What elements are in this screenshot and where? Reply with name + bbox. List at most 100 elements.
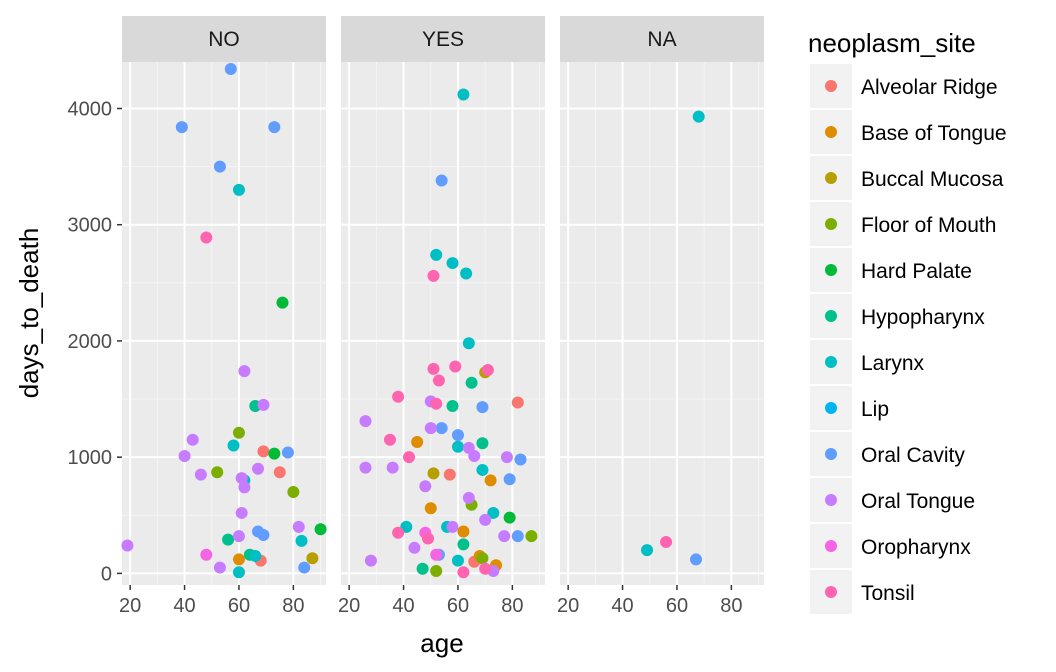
- legend-marker: [825, 126, 837, 138]
- data-point: [451, 554, 464, 567]
- data-point: [479, 513, 492, 526]
- data-point: [364, 554, 377, 567]
- x-tick-label: 20: [119, 595, 141, 617]
- data-point: [227, 439, 240, 452]
- points-layer: [121, 62, 705, 579]
- legend-marker: [825, 402, 837, 414]
- y-tick-label: 2000: [68, 331, 113, 353]
- facet-strip-label: NA: [647, 28, 676, 51]
- legend-label: Hypopharynx: [861, 306, 985, 329]
- legend-marker: [825, 586, 837, 598]
- data-point: [498, 530, 511, 543]
- legend-label: Alveolar Ridge: [861, 76, 998, 99]
- data-point: [427, 269, 440, 282]
- data-point: [121, 539, 134, 552]
- data-point: [449, 360, 462, 373]
- legend-marker: [825, 218, 837, 230]
- legend-item: Lip: [810, 386, 889, 430]
- series-tonsil: [200, 231, 673, 579]
- data-point: [295, 534, 308, 547]
- data-point: [424, 502, 437, 515]
- facet-strip-label: NO: [208, 28, 240, 51]
- legend-label: Oropharynx: [861, 536, 971, 559]
- x-tick-label: 80: [720, 595, 742, 617]
- data-point: [273, 466, 286, 479]
- legend-label: Base of Tongue: [861, 122, 1007, 145]
- x-tick-label: 60: [228, 595, 250, 617]
- data-point: [232, 530, 245, 543]
- data-point: [476, 552, 489, 565]
- data-point: [660, 535, 673, 548]
- facet-panel-na: NA 20 40 60 80: [557, 16, 764, 617]
- legend-marker: [825, 540, 837, 552]
- legend-item: Oral Cavity: [810, 432, 965, 476]
- legend-item: Tonsil: [810, 570, 915, 614]
- data-point: [427, 362, 440, 375]
- data-point: [232, 426, 245, 439]
- data-point: [306, 552, 319, 565]
- x-tick-label: 20: [557, 595, 579, 617]
- y-axis-title: days_to_death: [14, 228, 44, 399]
- data-point: [446, 400, 459, 413]
- legend-marker: [825, 80, 837, 92]
- data-point: [476, 437, 489, 450]
- data-point: [430, 397, 443, 410]
- data-point: [460, 267, 473, 280]
- data-point: [487, 506, 500, 519]
- data-point: [213, 160, 226, 173]
- facet-strip: [341, 16, 545, 62]
- series-alveolar-ridge: [254, 396, 524, 568]
- data-point: [465, 376, 478, 389]
- data-point: [641, 544, 654, 557]
- data-point: [419, 480, 432, 493]
- data-point: [383, 433, 396, 446]
- data-point: [427, 467, 440, 480]
- data-point: [479, 562, 492, 575]
- data-point: [257, 398, 270, 411]
- legend-marker: [825, 264, 837, 276]
- data-point: [224, 62, 237, 75]
- data-point: [249, 549, 262, 562]
- data-point: [257, 529, 270, 542]
- data-point: [238, 365, 251, 378]
- legend-label: Oral Tongue: [861, 490, 975, 513]
- data-point: [287, 486, 300, 499]
- data-point: [525, 530, 538, 543]
- data-point: [514, 453, 527, 466]
- data-point: [408, 541, 421, 554]
- legend-label: Lip: [861, 398, 889, 421]
- data-point: [186, 433, 199, 446]
- facet-strip: [560, 16, 764, 62]
- series-hard-palate: [268, 296, 516, 536]
- legend-item: Oropharynx: [810, 524, 971, 568]
- panels-layer: NO 20 40 60 80 YES 20 40 60 80 NA 20 40 60 80: [119, 16, 764, 617]
- legend-marker: [825, 494, 837, 506]
- legend-label: Oral Cavity: [861, 444, 965, 467]
- data-point: [446, 520, 459, 533]
- legend-marker: [825, 356, 837, 368]
- data-point: [435, 422, 448, 435]
- y-tick-label: 0: [101, 563, 112, 585]
- x-tick-label: 20: [338, 595, 360, 617]
- data-point: [500, 451, 513, 464]
- x-tick-label: 40: [611, 595, 633, 617]
- data-point: [252, 462, 264, 475]
- data-point: [281, 446, 294, 459]
- data-point: [451, 440, 464, 453]
- data-point: [403, 451, 415, 464]
- data-point: [430, 565, 443, 578]
- legend-item: Oral Tongue: [810, 478, 975, 522]
- data-point: [268, 447, 281, 460]
- data-point: [462, 491, 475, 504]
- data-point: [435, 174, 448, 187]
- data-point: [232, 553, 245, 566]
- legend-title: neoplasm_site: [808, 28, 976, 58]
- data-point: [690, 553, 702, 566]
- series-oral-tongue: [121, 365, 513, 578]
- data-point: [235, 506, 248, 519]
- data-point: [476, 463, 489, 476]
- data-point: [424, 422, 437, 435]
- panel-background: [560, 62, 764, 585]
- legend-label: Buccal Mucosa: [861, 168, 1004, 191]
- panel-background: [341, 62, 545, 585]
